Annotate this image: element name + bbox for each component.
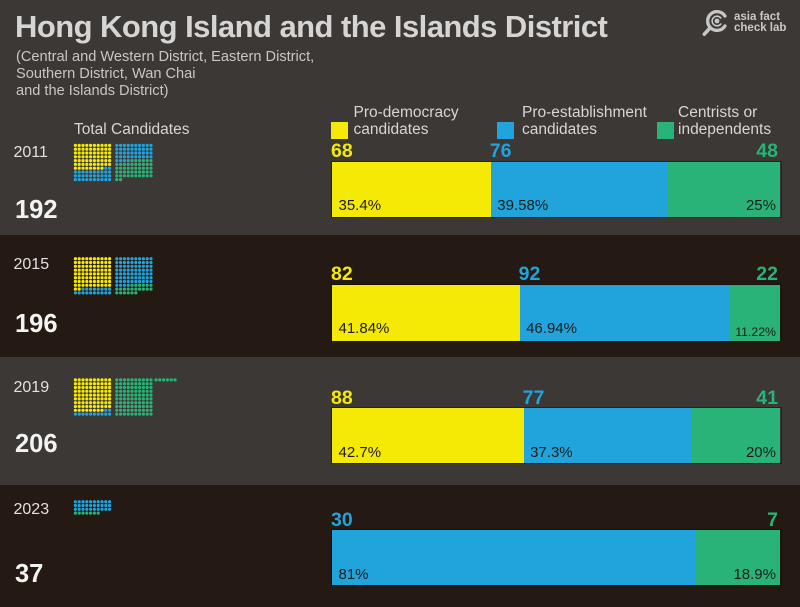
svg-text:check lab: check lab [734,22,786,34]
svg-text:asia fact: asia fact [734,11,780,23]
